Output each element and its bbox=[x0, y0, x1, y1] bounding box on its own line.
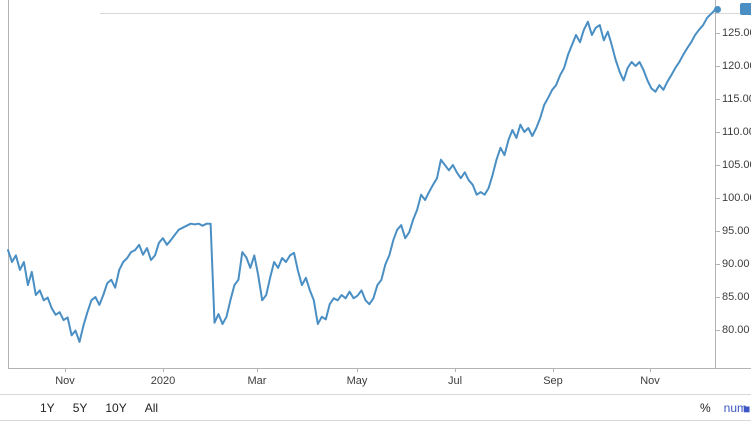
y-axis-label: 90.00 bbox=[722, 258, 750, 270]
number-mode-button[interactable]: num bbox=[723, 400, 747, 415]
toolbar-bottom-divider bbox=[0, 420, 751, 421]
scale-mode-selector: % num bbox=[700, 401, 751, 415]
y-axis-left-line bbox=[8, 0, 9, 368]
y-axis-label: 110.00 bbox=[722, 126, 751, 138]
price-line-series[interactable] bbox=[0, 0, 751, 368]
y-tick-mark bbox=[715, 231, 720, 232]
range-selector: 1Y 5Y 10Y All bbox=[0, 401, 158, 415]
percent-mode-button[interactable]: % bbox=[699, 400, 711, 415]
x-tick-mark bbox=[257, 368, 258, 372]
x-tick-mark bbox=[357, 368, 358, 372]
range-10y-button[interactable]: 10Y bbox=[105, 400, 127, 415]
y-tick-mark bbox=[715, 165, 720, 166]
y-tick-mark bbox=[715, 330, 720, 331]
x-axis-label: 2020 bbox=[150, 375, 176, 387]
y-axis-label: 100.00 bbox=[722, 192, 751, 204]
toolbar-top-divider bbox=[0, 394, 751, 395]
y-tick-mark bbox=[715, 132, 720, 133]
plot-top-border bbox=[100, 13, 751, 14]
y-tick-mark bbox=[715, 66, 720, 67]
price-chart-plot[interactable] bbox=[0, 0, 751, 369]
y-axis-label: 105.00 bbox=[722, 159, 751, 171]
y-axis-label: 85.00 bbox=[722, 291, 750, 303]
y-axis-right-line bbox=[715, 0, 716, 368]
y-axis-label: 115.00 bbox=[722, 93, 751, 105]
x-tick-mark bbox=[455, 368, 456, 372]
last-price-badge bbox=[740, 3, 751, 15]
last-price-dot bbox=[714, 6, 721, 13]
y-axis-label: 120.00 bbox=[722, 60, 751, 72]
y-tick-mark bbox=[715, 264, 720, 265]
y-tick-mark bbox=[715, 198, 720, 199]
y-tick-mark bbox=[715, 297, 720, 298]
x-axis-line bbox=[8, 368, 751, 369]
clipped-control-icon[interactable]: ■ bbox=[743, 402, 751, 414]
y-axis-label: 125.00 bbox=[722, 27, 751, 39]
range-5y-button[interactable]: 5Y bbox=[72, 400, 88, 415]
chart-toolbar: 1Y 5Y 10Y All % num bbox=[0, 395, 751, 420]
y-axis-label: 95.00 bbox=[722, 225, 750, 237]
x-tick-mark bbox=[163, 368, 164, 372]
x-tick-mark bbox=[553, 368, 554, 372]
x-axis-label: Jul bbox=[447, 375, 463, 387]
x-tick-mark bbox=[65, 368, 66, 372]
x-axis-label: Sep bbox=[543, 375, 563, 387]
y-axis-label: 80.00 bbox=[722, 324, 750, 336]
x-axis-label: Mar bbox=[247, 375, 267, 387]
y-tick-mark bbox=[715, 33, 720, 34]
range-1y-button[interactable]: 1Y bbox=[40, 400, 55, 415]
x-axis-label: Nov bbox=[640, 375, 660, 387]
x-axis-label: Nov bbox=[55, 375, 75, 387]
y-tick-mark bbox=[715, 99, 720, 100]
x-tick-mark bbox=[650, 368, 651, 372]
range-all-button[interactable]: All bbox=[144, 400, 159, 415]
x-axis-label: May bbox=[346, 375, 368, 387]
